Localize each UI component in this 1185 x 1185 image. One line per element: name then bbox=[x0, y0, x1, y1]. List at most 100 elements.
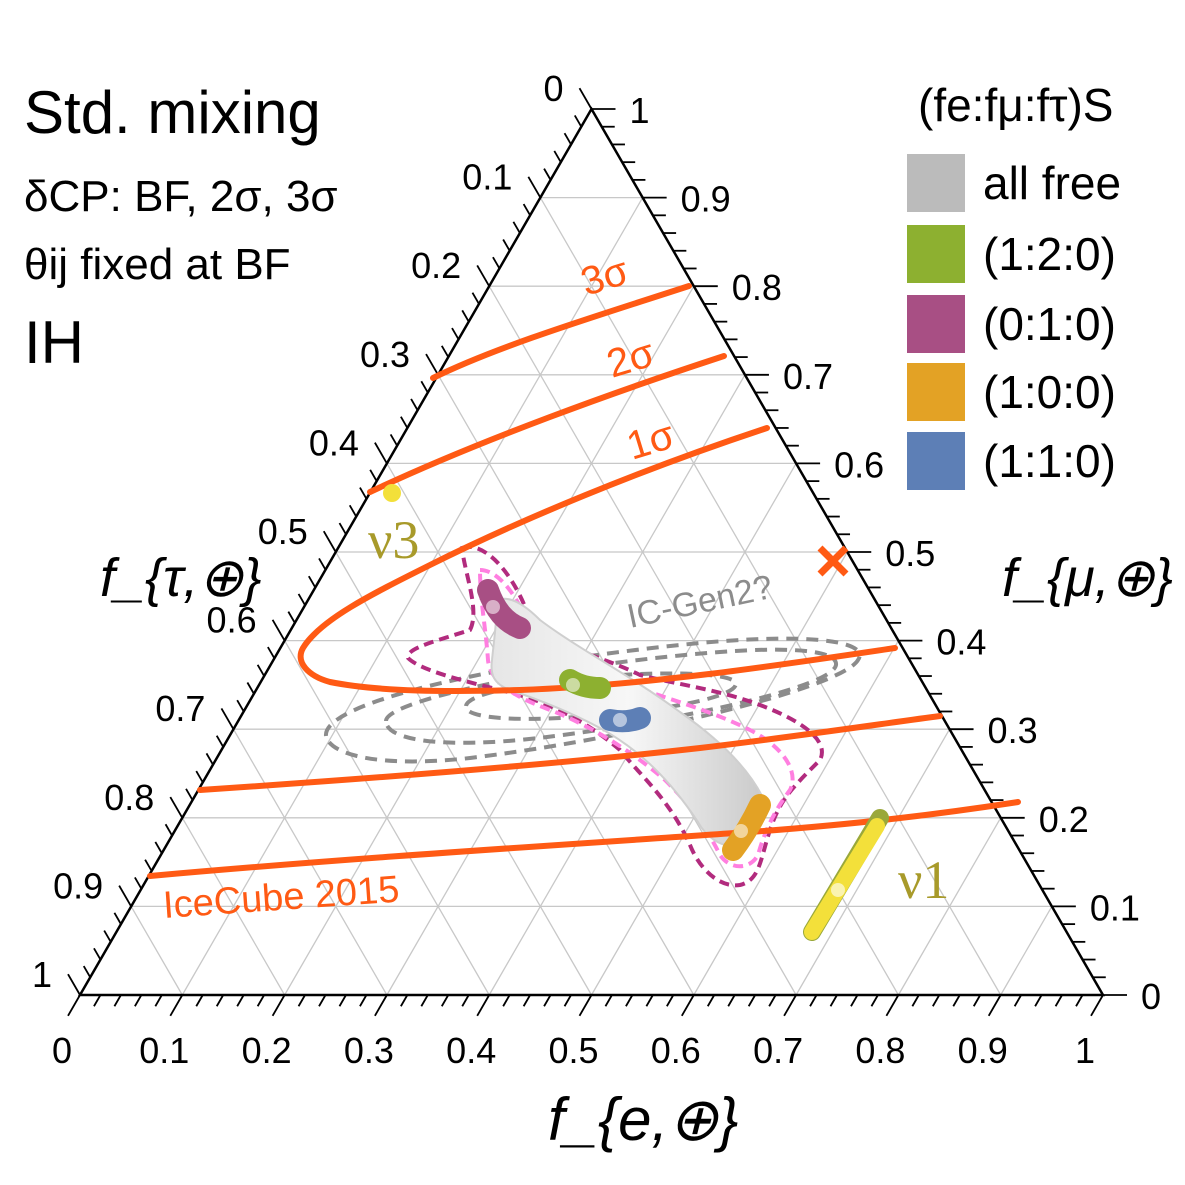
legend-row-110: (1:1:0) bbox=[907, 431, 1116, 491]
tick-label-bottom: 0.1 bbox=[139, 1030, 189, 1071]
tick-left bbox=[410, 398, 419, 411]
tick-label-right: 0.3 bbox=[988, 710, 1038, 751]
info-ordering: IH bbox=[24, 309, 84, 376]
tick-left bbox=[461, 309, 470, 323]
tick-label-bottom: 0.3 bbox=[344, 1030, 394, 1071]
tick-left bbox=[492, 256, 501, 269]
left-axis-title: f_{τ,⊕} bbox=[100, 548, 262, 608]
tick-label-right: 0.4 bbox=[936, 622, 986, 663]
tick-bottom bbox=[236, 994, 245, 1007]
legend-swatch-120 bbox=[907, 225, 965, 283]
tick-left bbox=[82, 965, 92, 978]
tick-bottom bbox=[666, 994, 675, 1007]
tick-bottom bbox=[911, 994, 920, 1007]
tick-label-right: 0.1 bbox=[1090, 887, 1140, 928]
region-110-dot bbox=[613, 713, 627, 727]
tick-bottom bbox=[93, 994, 102, 1007]
legend-label-110: (1:1:0) bbox=[983, 435, 1116, 487]
tick-label-left: 0.8 bbox=[104, 777, 154, 818]
tick-bottom bbox=[271, 994, 286, 1017]
tick-label-left: 0.4 bbox=[309, 422, 359, 463]
icecube-best-fit-marker bbox=[817, 545, 849, 577]
tick-left bbox=[471, 292, 480, 305]
tick-bottom bbox=[461, 994, 470, 1007]
bottom-axis-title: f_{e,⊕} bbox=[548, 1086, 738, 1153]
tick-left bbox=[578, 87, 593, 110]
icecube-2015-contours bbox=[147, 283, 1021, 879]
tick-left bbox=[113, 912, 122, 925]
tick-bottom bbox=[134, 994, 143, 1007]
tick-left bbox=[144, 859, 153, 872]
tick-bottom bbox=[256, 994, 265, 1007]
tick-bottom bbox=[768, 994, 777, 1007]
grid-line-ftau bbox=[181, 817, 286, 996]
axis-ticks bbox=[67, 87, 1127, 1017]
tick-left bbox=[256, 664, 265, 677]
tick-left bbox=[169, 796, 184, 819]
nu3-label: ν3 bbox=[368, 510, 419, 570]
tick-label-right: 0.6 bbox=[834, 444, 884, 485]
tick-bottom bbox=[604, 994, 613, 1007]
tick-bottom bbox=[1090, 994, 1104, 1017]
tick-label-bottom: 0.6 bbox=[651, 1030, 701, 1071]
tick-label-right: 0.5 bbox=[885, 533, 935, 574]
tick-left bbox=[134, 876, 143, 890]
tick-left bbox=[348, 504, 357, 518]
tick-label-bottom: 0.4 bbox=[446, 1030, 496, 1071]
tick-left bbox=[563, 132, 572, 145]
source-regions bbox=[477, 579, 771, 861]
tick-left bbox=[425, 353, 439, 376]
tick-bottom bbox=[727, 994, 736, 1007]
tick-label-right: 0 bbox=[1141, 976, 1161, 1017]
tick-bottom bbox=[1075, 994, 1084, 1007]
legend-label-all-free: all free bbox=[983, 157, 1122, 209]
tick-left bbox=[67, 973, 81, 996]
tick-bottom bbox=[850, 994, 859, 1007]
tick-left bbox=[220, 707, 235, 730]
tick-left bbox=[359, 487, 368, 500]
tick-bottom bbox=[113, 994, 122, 1007]
tick-bottom bbox=[578, 994, 593, 1017]
tick-bottom bbox=[400, 994, 409, 1007]
info-title: Std. mixing bbox=[24, 79, 321, 146]
tick-bottom bbox=[783, 994, 797, 1017]
tick-left bbox=[420, 380, 429, 393]
tick-label-bottom: 0.8 bbox=[855, 1030, 905, 1071]
grid-line-fe bbox=[181, 197, 644, 996]
tick-bottom bbox=[645, 994, 654, 1007]
tick-left bbox=[553, 150, 562, 163]
icecube-3sigma-label: 3σ bbox=[576, 249, 634, 305]
grid-line-ftau bbox=[539, 197, 1002, 996]
tick-label-left: 0 bbox=[543, 68, 563, 109]
tick-left bbox=[318, 558, 327, 571]
tick-bottom bbox=[522, 994, 531, 1007]
icecube-2015-label: IceCube 2015 bbox=[162, 869, 401, 927]
grid-line-fe bbox=[897, 817, 1002, 996]
tick-bottom bbox=[67, 994, 81, 1017]
tick-bottom bbox=[297, 994, 306, 1007]
tick-left bbox=[164, 823, 173, 836]
tick-left bbox=[205, 752, 214, 766]
tick-bottom bbox=[318, 994, 327, 1007]
tick-bottom bbox=[338, 994, 347, 1007]
legend-label-100: (1:0:0) bbox=[983, 366, 1116, 418]
tick-left bbox=[543, 168, 552, 181]
tick-left bbox=[308, 575, 317, 588]
tick-bottom bbox=[1054, 994, 1063, 1007]
tick-bottom bbox=[625, 994, 634, 1007]
grid-line-ftau bbox=[284, 640, 490, 996]
tick-label-right: 1 bbox=[630, 90, 650, 131]
tick-left bbox=[195, 770, 204, 783]
tick-left bbox=[154, 841, 163, 854]
tick-left bbox=[338, 522, 347, 535]
tick-left bbox=[573, 115, 583, 128]
outer-dashed-contour bbox=[406, 544, 824, 888]
tick-bottom bbox=[374, 994, 388, 1017]
tick-left bbox=[522, 203, 531, 216]
tick-left bbox=[502, 239, 511, 252]
tick-label-left: 0.2 bbox=[411, 245, 461, 286]
tick-left bbox=[297, 593, 306, 606]
nu1-label: ν1 bbox=[898, 850, 949, 910]
tick-label-left: 0.5 bbox=[258, 511, 308, 552]
